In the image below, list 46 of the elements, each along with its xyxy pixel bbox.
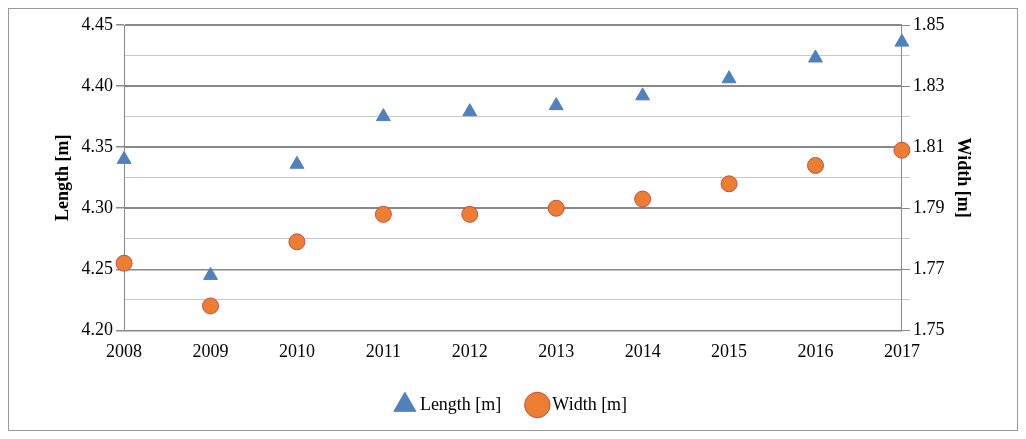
x-tick-label: 2010 xyxy=(278,340,315,361)
legend-label: Length [m] xyxy=(419,393,502,414)
point xyxy=(375,108,391,122)
y-tick-label: 4.25 xyxy=(81,258,114,279)
point xyxy=(894,33,910,47)
legend-label: Width [m] xyxy=(552,393,628,414)
y2-tick-label: 1.75 xyxy=(912,319,945,340)
point xyxy=(806,156,824,174)
point xyxy=(289,155,305,169)
y2-tick-label: 1.79 xyxy=(912,196,945,217)
y2-tick-label: 1.77 xyxy=(912,258,945,279)
x-tick-label: 2009 xyxy=(192,340,229,361)
point xyxy=(634,190,652,208)
x-tick-label: 2012 xyxy=(451,340,488,361)
point xyxy=(462,103,478,117)
point xyxy=(374,205,392,223)
point xyxy=(720,175,738,193)
x-tick-label: 2015 xyxy=(711,340,748,361)
point xyxy=(547,199,565,217)
x-tick-label: 2017 xyxy=(883,340,920,361)
point xyxy=(893,141,911,159)
point xyxy=(116,150,132,164)
x-tick-label: 2008 xyxy=(106,340,143,361)
point xyxy=(461,205,479,223)
x-tick-label: 2016 xyxy=(797,340,834,361)
x-tick-label: 2011 xyxy=(365,340,402,361)
y-tick-label: 4.30 xyxy=(81,196,114,217)
y-tick-label: 4.20 xyxy=(81,319,114,340)
x-tick-label: 2013 xyxy=(538,340,575,361)
y-tick-label: 4.35 xyxy=(81,135,114,156)
x-tick-label: 2014 xyxy=(624,340,661,361)
y-tick-label: 4.45 xyxy=(81,13,114,34)
y2-axis-title: Width [m] xyxy=(953,137,974,218)
point xyxy=(288,233,306,251)
y2-tick-label: 1.85 xyxy=(912,13,945,34)
y2-tick-label: 1.83 xyxy=(912,74,945,95)
point xyxy=(548,97,564,111)
point xyxy=(202,297,220,315)
point xyxy=(808,49,823,63)
y-tick-label: 4.40 xyxy=(81,74,114,95)
point xyxy=(721,70,737,84)
y2-tick-label: 1.81 xyxy=(912,135,945,156)
y-axis-title: Length [m] xyxy=(52,134,73,221)
point xyxy=(115,254,133,272)
point xyxy=(635,87,651,101)
point xyxy=(203,266,218,280)
